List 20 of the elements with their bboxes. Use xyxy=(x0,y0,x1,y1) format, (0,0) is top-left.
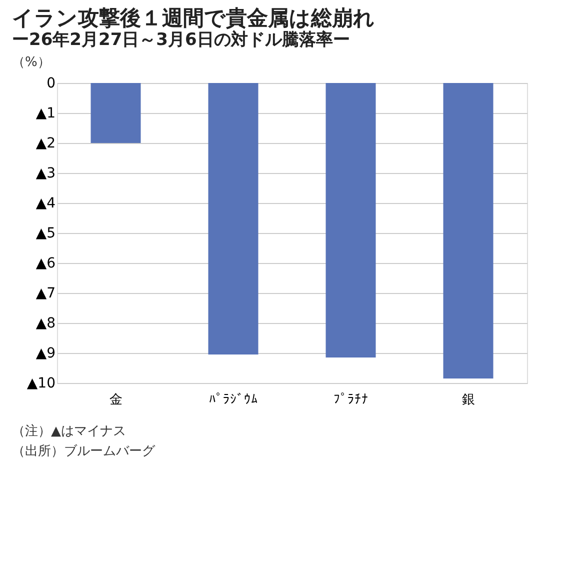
text: （注）▲はマイナス xyxy=(12,424,126,439)
chart-subtitle: ー26年2月27日～3月6日の対ドル騰落率ー xyxy=(12,30,350,50)
y-tick-label: ▲8 xyxy=(36,316,56,332)
y-axis-title: （%） xyxy=(12,55,50,70)
y-tick-label: ▲5 xyxy=(36,226,56,242)
y-tick-label: ▲1 xyxy=(36,106,56,122)
x-tick-label: 銀 xyxy=(462,392,475,408)
y-tick-label: ▲9 xyxy=(36,346,56,362)
text: （出所）ブルームバーグ xyxy=(12,444,156,459)
y-tick-label: ▲3 xyxy=(36,166,56,182)
x-tick-label: ﾊﾟﾗｼﾞｳﾑ xyxy=(208,392,258,408)
chart-title: イラン攻撃後１週間で貴金属は総崩れ xyxy=(12,6,375,30)
y-tick-label: ▲2 xyxy=(36,136,56,152)
y-tick-label: ▲10 xyxy=(26,376,56,392)
x-tick-label: 金 xyxy=(109,392,122,408)
y-tick-label: ▲6 xyxy=(36,256,56,272)
y-tick-label: ▲7 xyxy=(36,286,56,302)
y-tick-label: 0 xyxy=(46,76,56,92)
y-tick-label: ▲4 xyxy=(36,196,56,212)
x-tick-label: ﾌﾟﾗﾁﾅ xyxy=(333,392,368,408)
